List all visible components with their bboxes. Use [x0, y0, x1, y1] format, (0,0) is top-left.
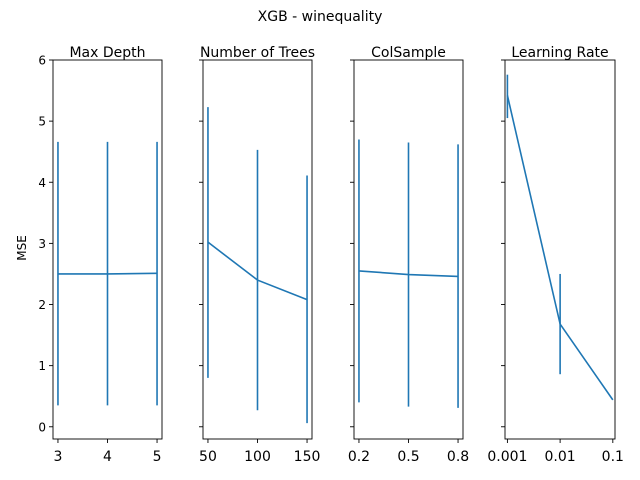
x-tick-label: 0.2: [348, 449, 370, 465]
subplot-title: ColSample: [371, 45, 446, 61]
subplot-title: Max Depth: [69, 45, 145, 61]
y-tick-label: 6: [38, 54, 46, 68]
x-tick-label: 0.5: [397, 449, 419, 465]
y-tick-label: 1: [38, 359, 46, 373]
y-tick-label: 0: [38, 420, 46, 434]
chart-suptitle: XGB - winequality: [258, 9, 383, 25]
x-tick-label: 4: [103, 449, 112, 465]
subplot-3: ColSample 0.2 0.5 0.8: [348, 45, 469, 465]
y-tick-label: 3: [38, 237, 46, 251]
subplot-title: Learning Rate: [511, 45, 608, 61]
x-tick-label: 100: [244, 449, 271, 465]
axes-frame: [504, 59, 616, 440]
series-line: [57, 272, 158, 275]
x-tick-label: 0.001: [487, 449, 527, 465]
x-tick-label: 0.8: [447, 449, 469, 465]
subplots: Max Depth 0 1 2 3 4 5 6 3 4 5 Number of Trees 50 100 1…: [38, 45, 624, 465]
series-line: [207, 241, 308, 301]
subplot-4: Learning Rate 0.001 0.01 0.1: [487, 45, 624, 465]
y-tick-label: 2: [38, 298, 46, 312]
subplot-1: Max Depth 0 1 2 3 4 5 6 3 4 5: [38, 45, 163, 465]
subplot-2: Number of Trees 50 100 150: [199, 45, 320, 465]
x-tick-label: 5: [153, 449, 162, 465]
x-tick-label: 150: [294, 449, 321, 465]
series-line: [358, 270, 459, 278]
y-tick-label: 5: [38, 115, 46, 129]
x-tick-label: 50: [199, 449, 217, 465]
subplot-title: Number of Trees: [200, 45, 315, 61]
y-tick-label: 4: [38, 176, 46, 190]
y-axis-label: MSE: [15, 235, 29, 261]
x-tick-label: 0.1: [602, 449, 624, 465]
x-tick-label: 0.01: [545, 449, 576, 465]
series-line: [506, 95, 614, 401]
x-tick-label: 3: [53, 449, 62, 465]
